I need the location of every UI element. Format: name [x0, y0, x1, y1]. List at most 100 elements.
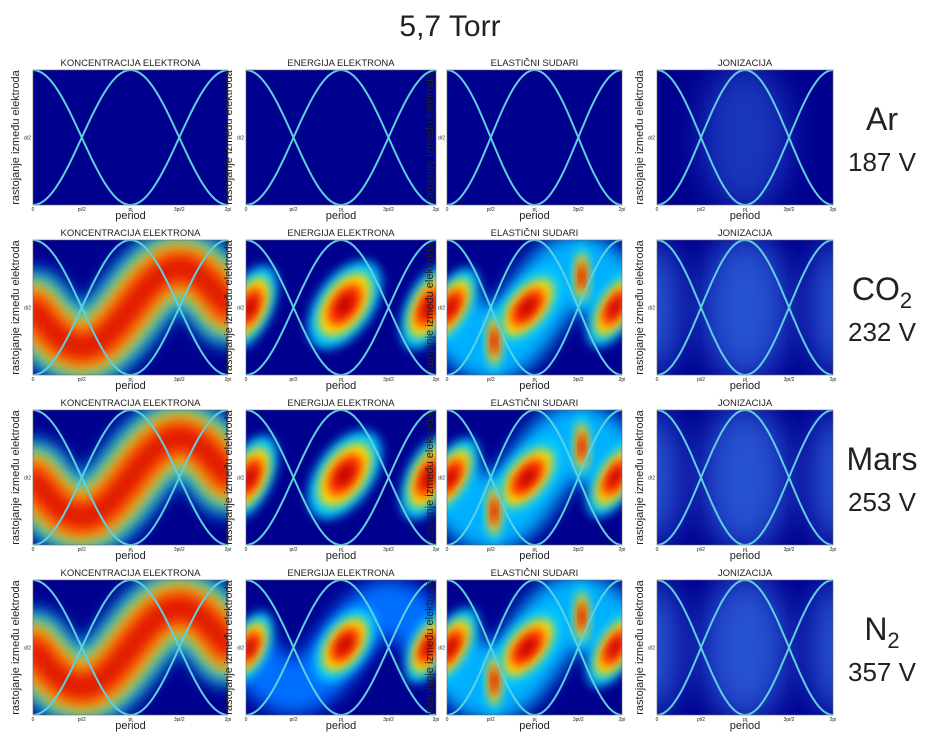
x-tick-label: pi — [533, 717, 537, 723]
x-tick-label: pi — [129, 377, 133, 383]
x-tick-label: 2pi — [619, 377, 626, 383]
x-tick-label: 2pi — [225, 547, 232, 553]
y-axis-label: rastojanje između elektroda — [634, 579, 646, 714]
x-tick-label: 2pi — [830, 377, 837, 383]
axes-frame — [32, 69, 229, 206]
axes-frame — [245, 409, 437, 546]
heatmap — [447, 70, 622, 205]
x-tick-label: pi/2 — [697, 547, 705, 553]
x-tick-label: 2pi — [225, 717, 232, 723]
x-axis-label: period — [115, 380, 146, 392]
heatmap — [657, 410, 833, 545]
heatmap — [246, 70, 436, 205]
y-axis-label: ratojanje između elektroda — [424, 242, 436, 372]
panel-title: ELASTIČNI SUDARI — [491, 228, 579, 239]
panel-title: KONCENTRACIJA ELEKTRONA — [61, 568, 202, 579]
x-tick-label: pi/2 — [78, 717, 86, 723]
x-tick-label: 0 — [32, 547, 35, 553]
y-axis-label: rastojanje između elektroda — [10, 69, 22, 204]
x-tick-label: 3pi/2 — [784, 717, 795, 723]
x-tick-label: 2pi — [830, 547, 837, 553]
axes-frame — [446, 579, 623, 716]
heatmap — [447, 580, 622, 715]
y-tick-label: d/2 — [438, 136, 445, 142]
x-tick-label: pi — [339, 377, 343, 383]
x-tick-label: pi — [129, 717, 133, 723]
y-axis-label: rastojanje između elektroda — [10, 579, 22, 714]
row-label-main: N — [864, 611, 887, 647]
x-axis-label: period — [519, 720, 550, 732]
y-tick-label: d/2 — [237, 476, 244, 482]
x-tick-label: 3pi/2 — [784, 207, 795, 213]
y-tick-label: d/2 — [648, 306, 655, 312]
x-tick-label: 0 — [656, 717, 659, 723]
heatmap — [246, 410, 436, 545]
x-axis-label: period — [730, 380, 761, 392]
axes-frame — [656, 239, 834, 376]
x-tick-label: pi — [743, 717, 747, 723]
x-tick-label: 3pi/2 — [174, 207, 185, 213]
x-axis-label: period — [730, 550, 761, 562]
y-axis-label: rastojanje između elektroda — [223, 409, 235, 544]
x-tick-label: 3pi/2 — [383, 547, 394, 553]
heatmap — [246, 240, 436, 375]
y-tick-label: d/2 — [438, 476, 445, 482]
x-tick-label: pi/2 — [289, 717, 297, 723]
heatmap — [33, 410, 228, 545]
axes-frame — [446, 69, 623, 206]
axes-frame — [245, 579, 437, 716]
y-axis-label: rastojanje između elektroda — [223, 579, 235, 714]
x-axis-label: period — [519, 210, 550, 222]
x-tick-label: pi/2 — [697, 207, 705, 213]
x-tick-label: pi/2 — [697, 717, 705, 723]
figure-title: 5,7 Torr — [399, 10, 500, 43]
x-tick-label: pi/2 — [78, 207, 86, 213]
x-tick-label: 3pi/2 — [174, 717, 185, 723]
row-voltage: 187 V — [848, 147, 917, 177]
x-tick-label: 3pi/2 — [573, 207, 584, 213]
y-tick-label: d/2 — [24, 476, 31, 482]
x-tick-label: 0 — [446, 717, 449, 723]
heatmap — [447, 240, 622, 375]
x-tick-label: 3pi/2 — [174, 377, 185, 383]
panel-title: ELASTIČNI SUDARI — [491, 58, 579, 69]
row-voltage: 232 V — [848, 317, 917, 347]
y-tick-label: d/2 — [648, 646, 655, 652]
x-tick-label: 2pi — [225, 377, 232, 383]
x-tick-label: 2pi — [619, 547, 626, 553]
panel-title: ELASTIČNI SUDARI — [491, 568, 579, 579]
panel-title: JONIZACIJA — [718, 228, 773, 239]
y-tick-label: d/2 — [648, 476, 655, 482]
x-axis-label: period — [326, 380, 357, 392]
x-tick-label: 2pi — [225, 207, 232, 213]
panel-title: ENERGIJA ELEKTRONA — [287, 398, 395, 409]
x-tick-label: pi — [533, 547, 537, 553]
heatmap — [657, 580, 833, 715]
heatmap — [447, 410, 622, 545]
x-tick-label: 0 — [446, 207, 449, 213]
row-label: Ar — [866, 101, 898, 137]
x-tick-label: pi/2 — [289, 377, 297, 383]
x-axis-label: period — [730, 720, 761, 732]
x-tick-label: pi — [339, 547, 343, 553]
x-tick-label: 0 — [32, 717, 35, 723]
x-tick-label: pi — [339, 717, 343, 723]
y-axis-label: rastojanje između elektroda — [634, 239, 646, 374]
x-tick-label: 0 — [656, 207, 659, 213]
row-label: Mars — [846, 441, 917, 477]
axes-frame — [245, 69, 437, 206]
panel-title: KONCENTRACIJA ELEKTRONA — [61, 58, 202, 69]
x-axis-label: period — [519, 550, 550, 562]
row-label-main: Ar — [866, 101, 898, 137]
row-label-main: CO — [852, 271, 900, 307]
axes-frame — [656, 579, 834, 716]
x-axis-label: period — [326, 720, 357, 732]
x-tick-label: 3pi/2 — [383, 207, 394, 213]
axes-frame — [32, 579, 229, 716]
x-tick-label: 2pi — [433, 207, 440, 213]
x-tick-label: 2pi — [619, 207, 626, 213]
x-tick-label: 0 — [245, 207, 248, 213]
x-tick-label: 3pi/2 — [383, 717, 394, 723]
y-axis-label: rastojanje između elektroda — [634, 409, 646, 544]
y-axis-label: rastojanje između elektroda — [424, 579, 436, 714]
